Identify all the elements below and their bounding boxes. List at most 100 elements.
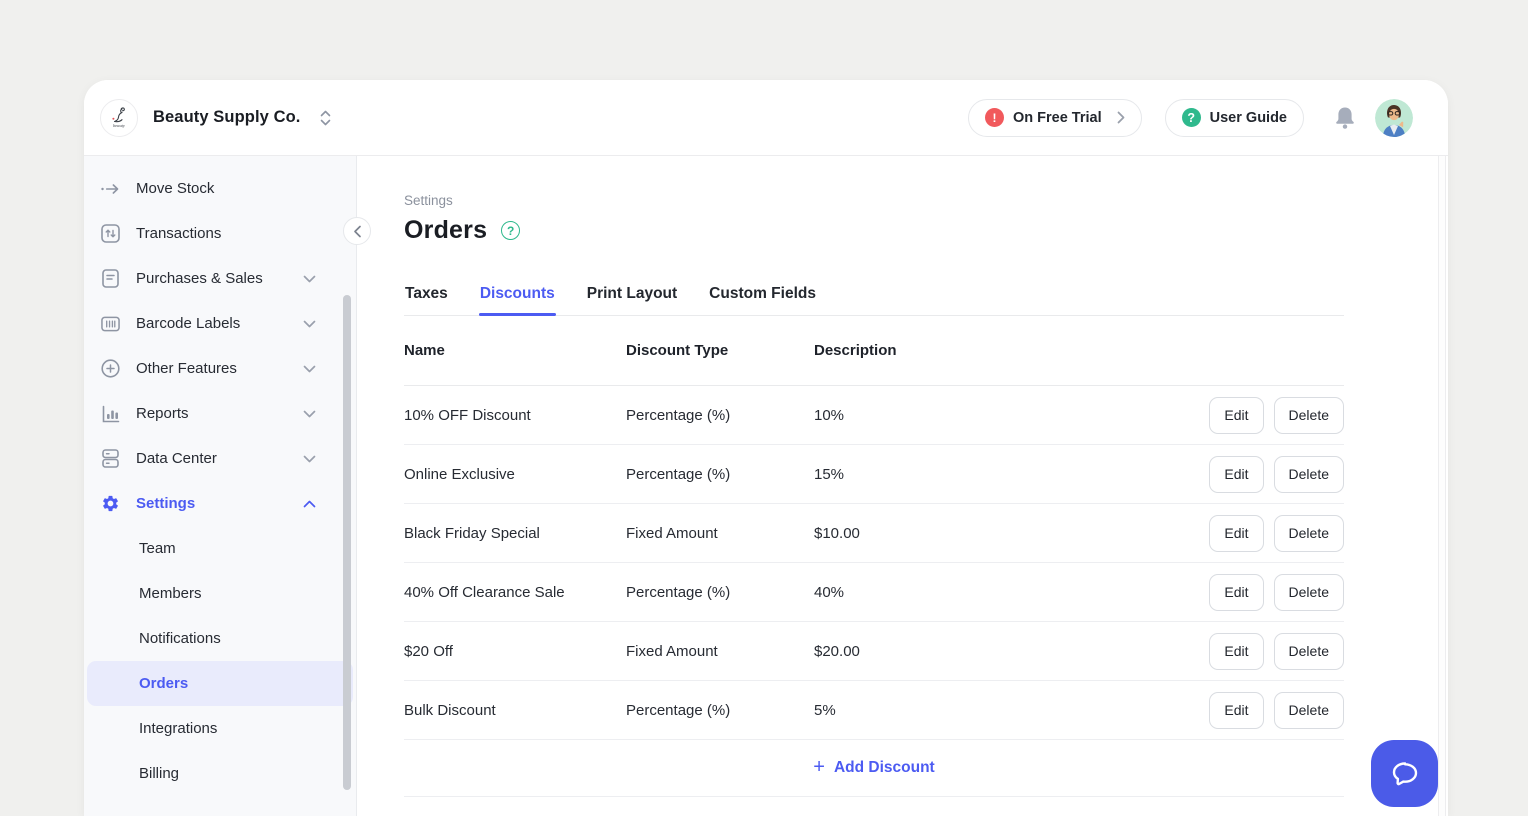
notifications-bell-icon[interactable] <box>1333 105 1357 131</box>
chevron-down-icon <box>303 320 316 328</box>
sidebar-item-purchases-sales[interactable]: Purchases & Sales <box>84 256 356 301</box>
sidebar-item-other-features[interactable]: Other Features <box>84 346 356 391</box>
sidebar-label: Settings <box>136 495 196 512</box>
sidebar-label: Orders <box>139 675 189 692</box>
tab-custom-fields[interactable]: Custom Fields <box>709 284 816 302</box>
edit-button[interactable]: Edit <box>1209 691 1264 729</box>
discount-type: Percentage (%) <box>626 406 731 424</box>
tab-print-layout[interactable]: Print Layout <box>586 284 678 302</box>
sidebar-item-orders[interactable]: Orders <box>87 661 353 706</box>
table-row: Black Friday Special Fixed Amount $10.00… <box>404 504 1344 563</box>
sidebar-item-move-stock[interactable]: Move Stock <box>84 166 356 211</box>
delete-button[interactable]: Delete <box>1273 514 1344 552</box>
sidebar-scrollbar[interactable] <box>343 295 351 790</box>
chevron-down-icon <box>303 455 316 463</box>
chevron-down-icon <box>303 410 316 418</box>
chevron-up-icon <box>303 500 316 508</box>
svg-text:beauty: beauty <box>113 123 125 128</box>
tab-taxes[interactable]: Taxes <box>405 284 448 302</box>
discount-type: Fixed Amount <box>626 642 718 660</box>
trial-alert-icon: ! <box>984 108 1004 127</box>
discount-type: Percentage (%) <box>626 465 731 483</box>
tab-discounts[interactable]: Discounts <box>478 272 556 316</box>
sidebar-item-reports[interactable]: Reports <box>84 391 356 436</box>
discount-description: $20.00 <box>814 642 860 660</box>
transactions-icon <box>101 224 120 243</box>
column-header-name: Name <box>404 342 445 359</box>
table-row: 40% Off Clearance Sale Percentage (%) 40… <box>404 563 1344 622</box>
sidebar-item-billing[interactable]: Billing <box>87 751 353 796</box>
add-discount-button[interactable]: + Add Discount <box>404 740 1344 797</box>
table-row: Online Exclusive Percentage (%) 15% Edit… <box>404 445 1344 504</box>
sidebar-label: Members <box>139 585 202 602</box>
company-switcher-icon[interactable] <box>320 110 331 126</box>
column-header-type: Discount Type <box>626 342 729 359</box>
sidebar-item-members[interactable]: Members <box>87 571 353 616</box>
page-help-icon[interactable]: ? <box>501 221 521 240</box>
sidebar-label: Purchases & Sales <box>136 270 263 287</box>
sidebar-label: Transactions <box>136 225 222 242</box>
sidebar-label: Other Features <box>136 360 237 377</box>
sidebar-label: Data Center <box>136 450 217 467</box>
delete-button[interactable]: Delete <box>1273 691 1344 729</box>
delete-button[interactable]: Delete <box>1273 573 1344 611</box>
table-header: Name Discount Type Description <box>404 316 1344 386</box>
free-trial-button[interactable]: ! On Free Trial <box>967 98 1142 137</box>
gear-icon <box>101 494 120 513</box>
discount-description: $10.00 <box>814 524 860 542</box>
sidebar-item-integrations[interactable]: Integrations <box>87 706 353 751</box>
content-scrollbar[interactable] <box>1438 156 1446 816</box>
chat-launcher-button[interactable] <box>1371 740 1438 807</box>
sidebar-item-settings[interactable]: Settings <box>84 481 356 526</box>
sidebar-label: Move Stock <box>136 180 215 197</box>
edit-button[interactable]: Edit <box>1209 455 1264 493</box>
user-guide-label: User Guide <box>1209 109 1287 126</box>
plus-circle-icon <box>101 359 120 378</box>
add-discount-label: Add Discount <box>833 759 935 776</box>
database-icon <box>101 449 120 468</box>
delete-button[interactable]: Delete <box>1273 632 1344 670</box>
user-guide-button[interactable]: ? User Guide <box>1164 98 1304 137</box>
sidebar-label: Notifications <box>139 630 221 647</box>
edit-button[interactable]: Edit <box>1209 514 1264 552</box>
top-bar: beauty Beauty Supply Co. ! On Free Trial… <box>84 80 1448 156</box>
sidebar-label: Integrations <box>139 720 218 737</box>
app-window: beauty Beauty Supply Co. ! On Free Trial… <box>84 80 1448 816</box>
sidebar-label: Team <box>139 540 176 557</box>
discount-description: 5% <box>814 701 836 719</box>
delete-button[interactable]: Delete <box>1273 396 1344 434</box>
tab-bar: Taxes Discounts Print Layout Custom Fiel… <box>404 272 1344 316</box>
sidebar-item-notifications[interactable]: Notifications <box>87 616 353 661</box>
move-stock-icon <box>101 179 120 198</box>
discount-description: 40% <box>814 583 845 601</box>
sidebar-item-data-center[interactable]: Data Center <box>84 436 356 481</box>
sidebar-collapse-button[interactable] <box>343 217 371 245</box>
plus-icon: + <box>813 756 825 778</box>
sidebar-label: Billing <box>139 765 180 782</box>
purchases-sales-icon <box>101 269 120 288</box>
sidebar-item-barcode-labels[interactable]: Barcode Labels <box>84 301 356 346</box>
discount-name: Online Exclusive <box>404 465 515 483</box>
company-name: Beauty Supply Co. <box>153 108 301 126</box>
edit-button[interactable]: Edit <box>1209 632 1264 670</box>
delete-button[interactable]: Delete <box>1273 455 1344 493</box>
discount-name: 40% Off Clearance Sale <box>404 583 565 601</box>
sidebar-item-team[interactable]: Team <box>87 526 353 571</box>
table-row: $20 Off Fixed Amount $20.00 Edit Delete <box>404 622 1344 681</box>
company-logo[interactable]: beauty <box>100 98 138 137</box>
help-badge-icon: ? <box>1181 108 1201 127</box>
breadcrumb: Settings <box>404 193 453 208</box>
table-row: 10% OFF Discount Percentage (%) 10% Edit… <box>404 386 1344 445</box>
discount-name: Bulk Discount <box>404 701 496 719</box>
bar-chart-icon <box>101 404 120 423</box>
user-avatar[interactable] <box>1375 98 1413 137</box>
edit-button[interactable]: Edit <box>1209 573 1264 611</box>
main-content: Settings Orders ? Taxes Discounts Print … <box>357 156 1448 816</box>
page-title: Orders <box>404 216 488 244</box>
sidebar-item-transactions[interactable]: Transactions <box>84 211 356 256</box>
sidebar-label: Barcode Labels <box>136 315 241 332</box>
table-row: Bulk Discount Percentage (%) 5% Edit Del… <box>404 681 1344 740</box>
discount-name: Black Friday Special <box>404 524 540 542</box>
chevron-right-icon <box>1117 111 1125 124</box>
edit-button[interactable]: Edit <box>1209 396 1264 434</box>
